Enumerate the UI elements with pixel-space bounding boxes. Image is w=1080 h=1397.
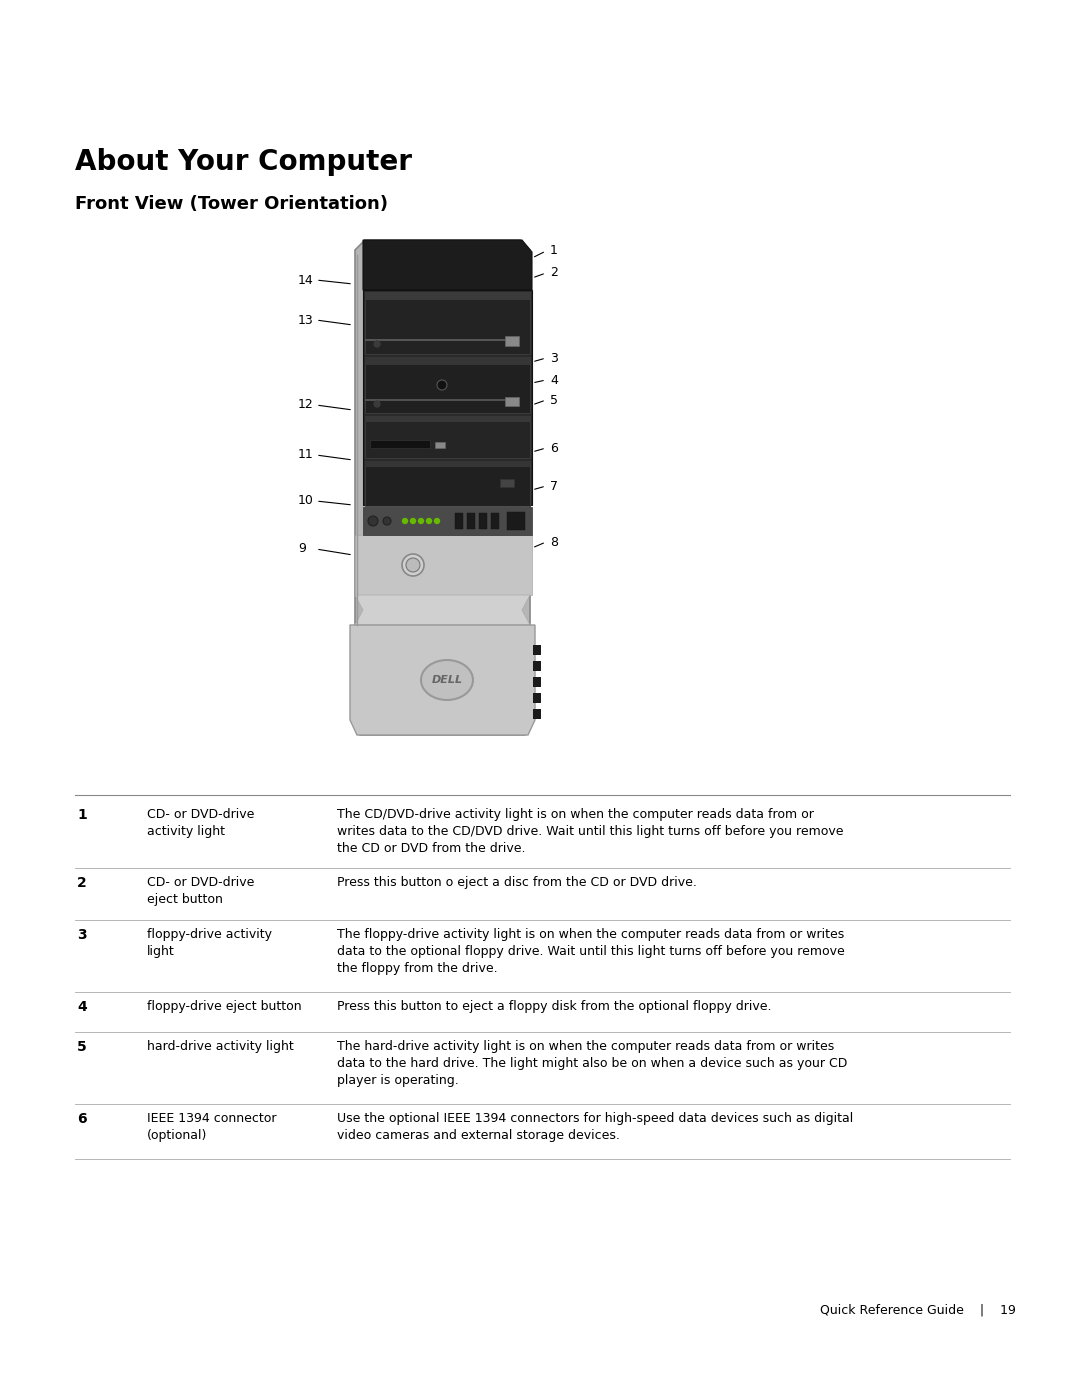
Text: 4: 4 <box>550 373 558 387</box>
Polygon shape <box>370 440 430 448</box>
Circle shape <box>434 518 440 524</box>
Text: hard-drive activity light: hard-drive activity light <box>147 1039 294 1053</box>
Circle shape <box>437 380 447 390</box>
Circle shape <box>410 518 416 524</box>
Polygon shape <box>507 511 525 529</box>
Text: Press this button to eject a floppy disk from the optional floppy drive.: Press this button to eject a floppy disk… <box>337 1000 771 1013</box>
Text: 5: 5 <box>550 394 558 407</box>
Text: 6: 6 <box>77 1112 86 1126</box>
Polygon shape <box>365 416 530 458</box>
Polygon shape <box>505 397 519 407</box>
Text: 11: 11 <box>298 448 314 461</box>
Polygon shape <box>355 240 530 735</box>
Polygon shape <box>534 645 541 655</box>
Circle shape <box>403 518 407 524</box>
Polygon shape <box>355 595 530 624</box>
Polygon shape <box>355 535 532 595</box>
Polygon shape <box>534 661 541 671</box>
Text: 7: 7 <box>550 479 558 493</box>
Text: CD- or DVD-drive
eject button: CD- or DVD-drive eject button <box>147 876 255 907</box>
Circle shape <box>383 517 391 525</box>
Circle shape <box>419 518 423 524</box>
Polygon shape <box>365 416 530 422</box>
Polygon shape <box>363 291 532 504</box>
Polygon shape <box>365 461 530 506</box>
Text: Quick Reference Guide    |    19: Quick Reference Guide | 19 <box>820 1303 1016 1316</box>
Polygon shape <box>363 507 532 535</box>
Polygon shape <box>435 441 445 448</box>
Polygon shape <box>534 678 541 687</box>
Polygon shape <box>365 292 530 353</box>
Text: The hard-drive activity light is on when the computer reads data from or writes
: The hard-drive activity light is on when… <box>337 1039 848 1087</box>
Circle shape <box>402 555 424 576</box>
Polygon shape <box>350 624 535 735</box>
Text: CD- or DVD-drive
activity light: CD- or DVD-drive activity light <box>147 807 255 838</box>
Text: Front View (Tower Orientation): Front View (Tower Orientation) <box>75 196 388 212</box>
Text: 3: 3 <box>550 352 558 365</box>
Text: About Your Computer: About Your Computer <box>75 148 411 176</box>
Polygon shape <box>363 240 532 291</box>
Circle shape <box>427 518 432 524</box>
Circle shape <box>406 557 420 571</box>
Text: 13: 13 <box>298 313 314 327</box>
Text: 10: 10 <box>298 495 314 507</box>
Text: Use the optional IEEE 1394 connectors for high-speed data devices such as digita: Use the optional IEEE 1394 connectors fo… <box>337 1112 853 1141</box>
Text: 1: 1 <box>77 807 86 821</box>
Polygon shape <box>534 693 541 703</box>
Polygon shape <box>365 292 530 300</box>
Polygon shape <box>500 479 514 488</box>
Text: floppy-drive eject button: floppy-drive eject button <box>147 1000 301 1013</box>
Ellipse shape <box>421 659 473 700</box>
Text: The floppy-drive activity light is on when the computer reads data from or write: The floppy-drive activity light is on wh… <box>337 928 845 975</box>
Polygon shape <box>467 513 475 529</box>
Text: 14: 14 <box>298 274 314 286</box>
Text: 4: 4 <box>77 1000 86 1014</box>
Text: floppy-drive activity
light: floppy-drive activity light <box>147 928 272 958</box>
Text: 9: 9 <box>298 542 306 556</box>
Text: 8: 8 <box>550 535 558 549</box>
Text: DELL: DELL <box>431 675 462 685</box>
Text: 2: 2 <box>550 267 558 279</box>
Text: 6: 6 <box>550 441 558 454</box>
Text: 12: 12 <box>298 398 314 412</box>
Polygon shape <box>480 513 487 529</box>
Circle shape <box>374 341 380 346</box>
Circle shape <box>368 515 378 527</box>
Polygon shape <box>455 513 463 529</box>
Polygon shape <box>365 358 530 365</box>
Polygon shape <box>534 710 541 719</box>
Polygon shape <box>491 513 499 529</box>
Text: 2: 2 <box>77 876 86 890</box>
Text: 5: 5 <box>77 1039 86 1053</box>
Text: Press this button o eject a disc from the CD or DVD drive.: Press this button o eject a disc from th… <box>337 876 697 888</box>
Polygon shape <box>365 339 510 341</box>
Circle shape <box>374 401 380 407</box>
Text: 3: 3 <box>77 928 86 942</box>
Polygon shape <box>365 400 510 401</box>
Text: IEEE 1394 connector
(optional): IEEE 1394 connector (optional) <box>147 1112 276 1141</box>
Polygon shape <box>365 358 530 414</box>
Text: 1: 1 <box>550 244 558 257</box>
Text: The CD/DVD-drive activity light is on when the computer reads data from or
write: The CD/DVD-drive activity light is on wh… <box>337 807 843 855</box>
Polygon shape <box>505 337 519 346</box>
Polygon shape <box>365 461 530 467</box>
